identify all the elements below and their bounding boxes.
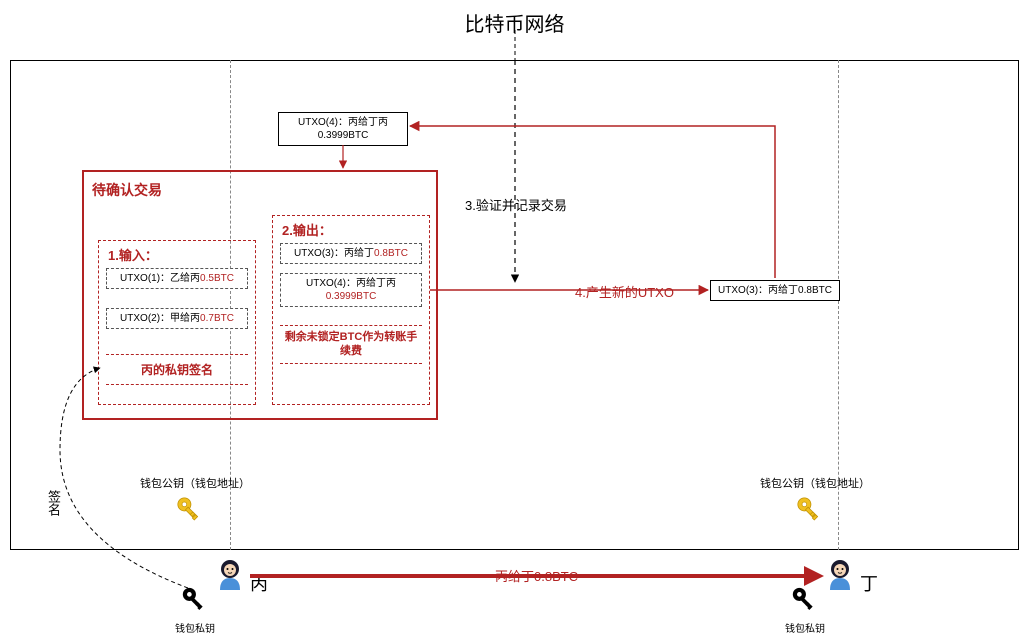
pubkey-label-right: 钱包公钥（钱包地址） <box>760 475 870 491</box>
key-icon-black-left <box>180 585 210 615</box>
output-utxo-4: UTXO(4)：丙给丁丙 0.3999BTC <box>280 273 422 307</box>
utxo-amount: 0.7BTC <box>200 313 234 324</box>
person-right-name: 丁 <box>860 570 878 596</box>
key-icon-yellow-left <box>175 495 205 525</box>
avatar-left <box>214 558 246 590</box>
utxo-label: UTXO(4)：丙给丁丙 <box>298 117 388 128</box>
key-icon-yellow-right <box>795 495 825 525</box>
utxo-amount: 0.3999BTC <box>326 291 377 302</box>
step-4-label: 4.产生新的UTXO <box>575 282 674 301</box>
utxo-label: UTXO(3)：丙给丁 <box>718 285 798 296</box>
person-left-name: 丙 <box>250 570 268 596</box>
fee-label: 剩余未锁定BTC作为转账手续费 <box>280 325 422 364</box>
utxo4-change-box: UTXO(4)：丙给丁丙 0.3999BTC <box>278 112 408 146</box>
signature-label: 丙的私钥签名 <box>106 354 248 385</box>
utxo-label: UTXO(3)：丙给丁 <box>294 248 374 259</box>
utxo3-new-box: UTXO(3)：丙给丁0.8BTC <box>710 280 840 301</box>
input-utxo-2: UTXO(2)：甲给丙0.7BTC <box>106 308 248 329</box>
privkey-label-left: 钱包私钥 <box>175 620 215 635</box>
utxo-label: UTXO(2)：甲给丙 <box>120 313 200 324</box>
avatar-right <box>824 558 856 590</box>
utxo-label: UTXO(4)：丙给丁丙 <box>306 278 396 289</box>
pubkey-label-left: 钱包公钥（钱包地址） <box>140 475 250 491</box>
utxo-label: UTXO(1)：乙给丙 <box>120 273 200 284</box>
utxo-amount: 0.5BTC <box>200 273 234 284</box>
output-utxo-3: UTXO(3)：丙给丁0.8BTC <box>280 243 422 264</box>
sign-vertical-label: 签名 <box>44 490 63 516</box>
key-icon-black-right <box>790 585 820 615</box>
input-utxo-1: UTXO(1)：乙给丙0.5BTC <box>106 268 248 289</box>
utxo-amount: 0.3999BTC <box>318 130 369 141</box>
transfer-label: 丙给丁0.8BTC <box>495 566 578 585</box>
utxo-amount: 0.8BTC <box>374 248 408 259</box>
diagram-title: 比特币网络 <box>0 8 1029 37</box>
utxo-amount: 0.8BTC <box>798 285 832 296</box>
privkey-label-right: 钱包私钥 <box>785 620 825 635</box>
step-3-label: 3.验证并记录交易 <box>465 195 567 214</box>
